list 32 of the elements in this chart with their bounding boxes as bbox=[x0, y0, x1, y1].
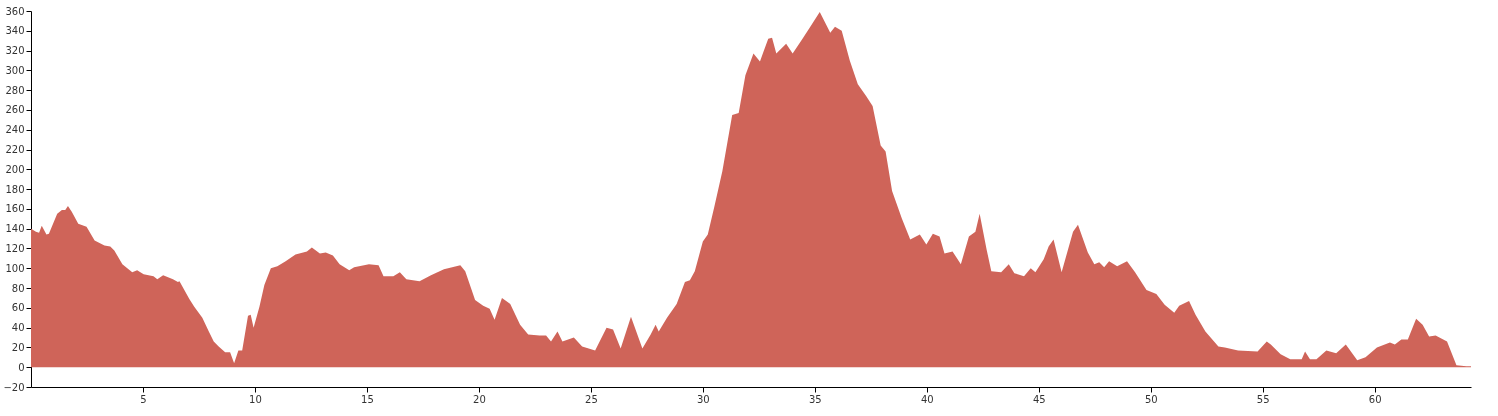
x-tick-label: 40 bbox=[920, 393, 934, 405]
y-tick-label: 200 bbox=[5, 163, 25, 175]
x-tick-label: 20 bbox=[473, 393, 486, 405]
y-tick-label: 260 bbox=[5, 104, 25, 116]
x-tick-label: 55 bbox=[1256, 393, 1270, 405]
x-tick-label: 60 bbox=[1368, 393, 1382, 405]
x-tick-label: 10 bbox=[249, 393, 262, 405]
y-tick-label: 220 bbox=[5, 144, 25, 156]
x-tick-label: 5 bbox=[140, 393, 147, 405]
y-tick-label: 80 bbox=[11, 282, 25, 294]
y-tick-label: 180 bbox=[5, 183, 25, 195]
x-tick-label: 25 bbox=[585, 393, 598, 405]
y-tick-label: 300 bbox=[5, 64, 25, 76]
x-tick-label: 35 bbox=[808, 393, 822, 405]
y-tick-label: 240 bbox=[5, 124, 25, 136]
x-tick-label: 45 bbox=[1032, 393, 1046, 405]
y-tick-label: 120 bbox=[5, 242, 25, 254]
y-tick-label: 160 bbox=[5, 203, 25, 215]
y-tick-label: 0 bbox=[18, 361, 25, 373]
x-tick-label: 30 bbox=[696, 393, 710, 405]
y-tick-label: −20 bbox=[3, 381, 25, 393]
y-tick-label: 100 bbox=[5, 262, 25, 274]
y-tick-label: 140 bbox=[5, 223, 25, 235]
x-tick-label: 15 bbox=[361, 393, 374, 405]
y-tick-label: 340 bbox=[5, 25, 25, 37]
y-tick-label: 20 bbox=[11, 341, 25, 353]
y-tick-label: 40 bbox=[11, 322, 25, 334]
y-tick-label: 360 bbox=[5, 5, 25, 17]
y-tick-label: 280 bbox=[5, 84, 25, 96]
y-tick-label: 60 bbox=[11, 302, 25, 314]
x-tick-label: 50 bbox=[1144, 393, 1158, 405]
y-tick-label: 320 bbox=[5, 45, 25, 57]
